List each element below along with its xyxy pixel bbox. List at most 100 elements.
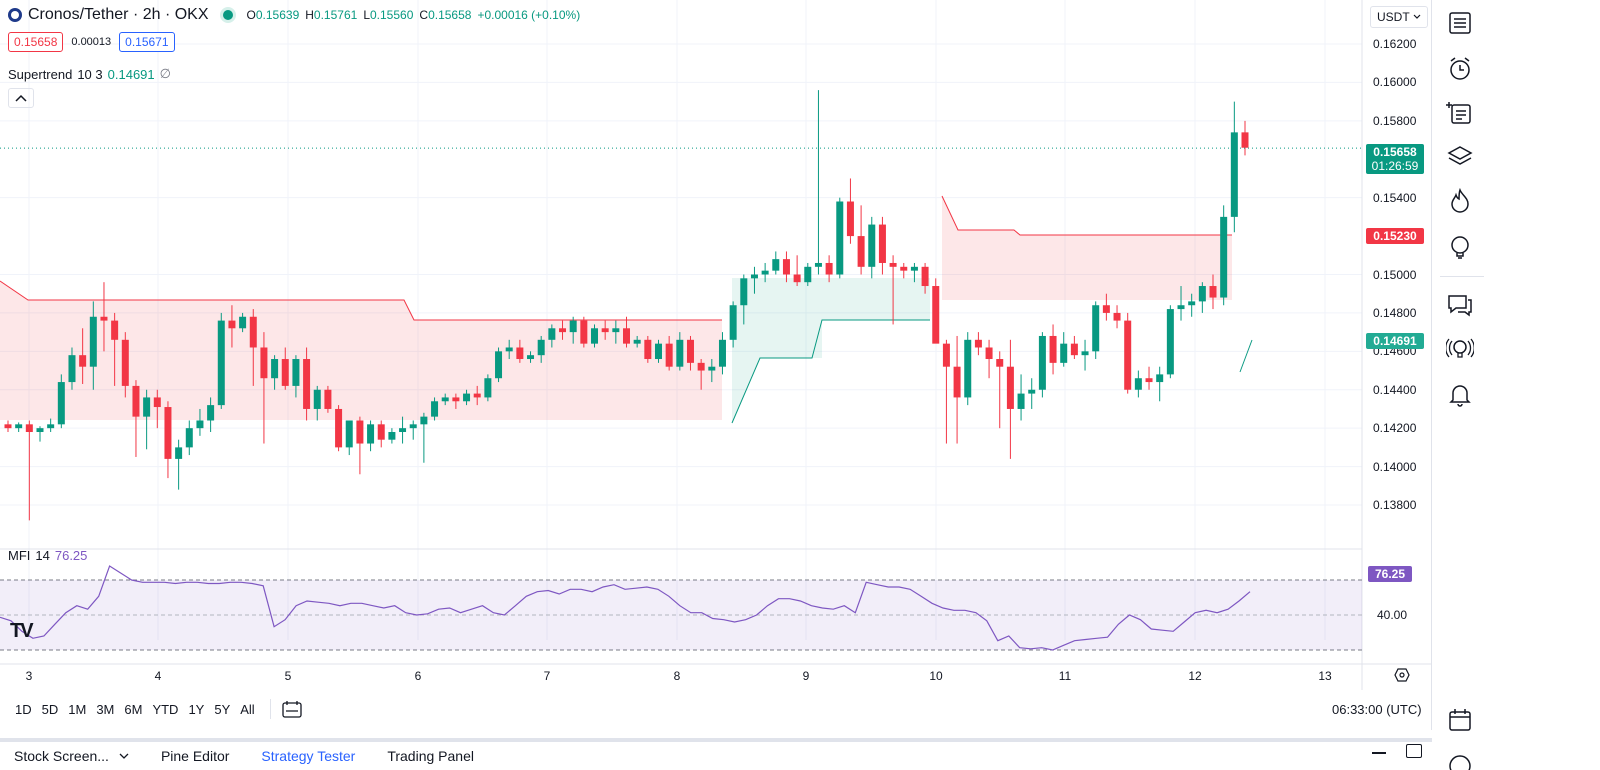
trade-buttons: 0.15658 0.00013 0.15671 [8, 32, 175, 52]
candle-up [1220, 216, 1228, 298]
candle-up [676, 339, 684, 367]
countdown-value: 01:26:59 [1371, 159, 1419, 173]
candle-up [527, 355, 535, 360]
indicator-name: Supertrend [8, 66, 73, 82]
candle-up [143, 397, 151, 417]
chat-icon[interactable] [1446, 291, 1474, 319]
range-separator [269, 699, 271, 719]
candle-down [974, 339, 982, 348]
candle-up [185, 428, 193, 448]
candle-up [239, 316, 247, 329]
right-sidebar [1432, 0, 1600, 770]
add-note-icon[interactable] [1446, 99, 1474, 127]
candle-down [697, 362, 705, 371]
range-5d-button[interactable]: 5D [41, 701, 59, 717]
range-5y-button[interactable]: 5Y [214, 701, 231, 717]
axis-settings-button[interactable] [1390, 666, 1414, 684]
candle-up [1134, 378, 1142, 390]
okx-logo-icon [8, 8, 22, 22]
buy-button[interactable]: 0.15671 [119, 32, 175, 52]
price-axis-label: 0.15800 [1373, 113, 1417, 128]
ideas-bulb-icon[interactable] [1446, 233, 1474, 261]
sell-button[interactable]: 0.15658 [8, 32, 64, 52]
calendar-icon[interactable] [1446, 706, 1474, 734]
watchlist-icon[interactable] [1446, 9, 1474, 37]
maximize-panel-button[interactable] [1406, 744, 1422, 758]
range-3m-button[interactable]: 3M [96, 701, 115, 717]
time-axis-label: 13 [1318, 669, 1332, 683]
chart-canvas[interactable] [0, 0, 1432, 690]
candle-up [591, 328, 599, 344]
indicator-legend[interactable]: Supertrend 10 3 0.14691 ∅ [8, 66, 171, 82]
symbol-legend: Cronos/Tether · 2h · OKX O0.15639 H0.157… [8, 6, 580, 24]
candle-up [633, 339, 641, 344]
time-axis-label: 5 [284, 669, 292, 683]
candle-up [1156, 374, 1164, 383]
tab-strategy-tester[interactable]: Strategy Tester [261, 748, 356, 764]
tab-trading-panel[interactable]: Trading Panel [387, 748, 474, 764]
range-1d-button[interactable]: 1D [15, 701, 32, 717]
candle-down [473, 393, 481, 398]
ohlc-open: O0.15639 [246, 8, 300, 22]
supertrend-up-band [732, 278, 930, 423]
supertrend-down-line-2 [941, 195, 1232, 236]
candle-down [153, 397, 161, 408]
candle-down [857, 236, 865, 267]
chart-panel[interactable]: Cronos/Tether · 2h · OKX O0.15639 H0.157… [0, 0, 1432, 730]
layers-icon[interactable] [1446, 143, 1474, 171]
candle-down [303, 359, 311, 409]
time-axis-label: 11 [1058, 669, 1072, 683]
candle-down [686, 339, 694, 363]
mfi-legend[interactable]: MFI 14 76.25 [8, 548, 87, 563]
candle-down [953, 366, 961, 398]
candle-down [377, 424, 385, 440]
symbol-title[interactable]: Cronos/Tether · 2h · OKX [28, 6, 209, 23]
currency-label: USDT [1377, 10, 1410, 24]
notification-bell-icon[interactable] [1446, 380, 1474, 408]
candle-up [569, 320, 577, 333]
bottom-panel-tabs: Stock Screen... Pine Editor Strategy Tes… [0, 738, 1432, 770]
candle-down [79, 355, 87, 367]
candle-up [1230, 132, 1238, 217]
range-all-button[interactable]: All [240, 701, 255, 717]
tradingview-logo[interactable]: TV [10, 620, 34, 642]
range-1m-button[interactable]: 1M [68, 701, 87, 717]
alert-clock-icon[interactable] [1446, 55, 1474, 83]
candle-down [921, 266, 929, 287]
candle-down [335, 408, 343, 448]
candle-down [942, 343, 950, 367]
mfi-value-tag: 76.25 [1368, 566, 1412, 582]
candle-down [111, 320, 119, 340]
streams-icon[interactable] [1446, 335, 1474, 363]
collapse-legend-button[interactable] [8, 88, 34, 108]
minimize-panel-button[interactable] [1372, 752, 1386, 754]
currency-selector[interactable]: USDT [1370, 6, 1428, 28]
candle-down [996, 359, 1004, 367]
range-ytd-button[interactable]: YTD [152, 701, 179, 717]
range-1y-button[interactable]: 1Y [188, 701, 205, 717]
tab-stock-screener-label: Stock Screen... [14, 748, 109, 764]
goto-date-button[interactable] [281, 699, 303, 719]
candle-up [814, 262, 822, 267]
candle-down [900, 266, 908, 271]
candle-up [431, 401, 439, 417]
price-axis-label: 0.16200 [1373, 37, 1417, 51]
hotlist-fire-icon[interactable] [1446, 187, 1474, 215]
spread-value: 0.00013 [71, 36, 112, 48]
tab-stock-screener[interactable]: Stock Screen... [0, 748, 145, 764]
candle-up [367, 424, 375, 444]
candle-up [57, 382, 65, 425]
candle-up [1092, 305, 1100, 352]
candle-up [718, 339, 726, 367]
candle-up [654, 343, 662, 360]
candle-up [271, 359, 279, 379]
candle-down [228, 320, 236, 329]
ohlc-high: H0.15761 [305, 8, 358, 22]
candle-down [260, 347, 268, 379]
help-icon[interactable] [1446, 752, 1474, 770]
candle-up [399, 428, 407, 433]
tab-pine-editor[interactable]: Pine Editor [160, 748, 230, 764]
range-6m-button[interactable]: 6M [124, 701, 143, 717]
utc-clock[interactable]: 06:33:00 (UTC) [1332, 701, 1422, 717]
